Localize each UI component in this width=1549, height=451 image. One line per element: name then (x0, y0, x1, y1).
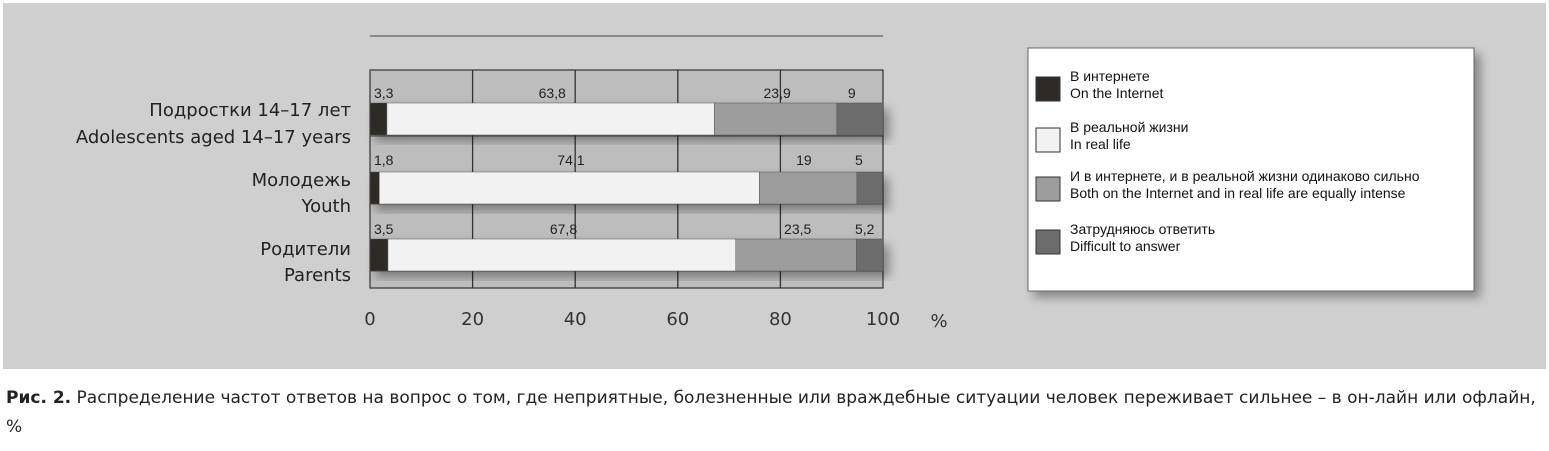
bar-value-label: 23,5 (784, 221, 811, 237)
bar-segment (386, 102, 715, 136)
bar-value-label: 3,5 (374, 221, 394, 237)
legend-box (1027, 47, 1475, 292)
x-tick-label: 80 (769, 309, 792, 330)
x-tick-label: 100 (866, 309, 900, 330)
value-labels-group: 3,3 63,8 23,9 9 1,8 74,1 19 5 3,5 67,8 23,5 5,2 (374, 85, 875, 237)
bar-value-label: 74,1 (557, 152, 584, 168)
bar-row-0 (369, 102, 884, 136)
category-label: Родители (260, 239, 351, 260)
x-axis-ticks-group: 0 20 40 60 80 100% (364, 309, 947, 332)
x-tick-label: 40 (564, 309, 587, 330)
legend-label-en: Both on the Internet and in real life ar… (1070, 185, 1406, 201)
figure-caption: Рис. 2. Распределение частот ответов на … (6, 384, 1536, 442)
bar-segment (369, 102, 388, 136)
legend-label-en: In real life (1070, 136, 1131, 152)
bar-row-1 (369, 171, 883, 205)
bar-segment (735, 238, 857, 272)
legend-swatch (1035, 229, 1061, 255)
bar-segment (836, 102, 884, 136)
bar-value-label: 23,9 (764, 85, 791, 101)
bar-segment (856, 171, 883, 205)
x-tick-label: 20 (461, 309, 484, 330)
bar-value-label: 5,2 (855, 221, 875, 237)
bar-segment (369, 238, 389, 272)
bars-group (369, 102, 884, 272)
x-tick-label: 0 (364, 309, 375, 330)
category-labels-group: Подростки 14–17 лет Adolescents aged 14–1… (76, 100, 351, 286)
legend-label-en: Difficult to answer (1070, 238, 1181, 254)
legend-swatch (1035, 127, 1061, 153)
bar-value-label: 1,8 (374, 152, 394, 168)
bar-value-label: 9 (848, 85, 856, 101)
bar-segment (387, 238, 737, 272)
bar-row-2 (369, 238, 884, 272)
bar-segment (856, 238, 884, 272)
category-label: Parents (284, 265, 351, 286)
category-label: Молодежь (252, 170, 351, 191)
category-label: Adolescents aged 14–17 years (76, 127, 351, 148)
bar-segment (369, 171, 380, 205)
legend-label-en: On the Internet (1070, 85, 1164, 101)
stacked-bar-chart: 3,3 63,8 23,9 9 1,8 74,1 19 5 3,5 67,8 23,5 5,2 Под… (76, 35, 1475, 332)
chart-panel: 3,3 63,8 23,9 9 1,8 74,1 19 5 3,5 67,8 23,5 5,2 Под… (3, 3, 1546, 369)
legend-swatch (1035, 76, 1061, 102)
bar-segment (759, 171, 858, 205)
legend-item: И в интернете, и в реальной жизни одинак… (1035, 168, 1420, 202)
legend-label-ru: Затрудняюсь ответить (1070, 221, 1215, 237)
bar-value-label: 63,8 (539, 85, 566, 101)
bar-value-label: 5 (855, 152, 863, 168)
bar-segment (378, 171, 760, 205)
bar-value-label: 3,3 (374, 85, 394, 101)
bar-value-label: 19 (796, 152, 812, 168)
category-label: Youth (301, 196, 352, 217)
category-label: Подростки 14–17 лет (149, 100, 351, 121)
caption-label: Рис. 2. (6, 388, 72, 408)
legend-label-ru: В интернете (1070, 68, 1150, 84)
legend-label-ru: И в интернете, и в реальной жизни одинак… (1070, 168, 1420, 184)
legend-label-ru: В реальной жизни (1070, 119, 1188, 135)
bar-value-label: 67,8 (550, 221, 577, 237)
caption-text: Распределение частот ответов на вопрос о… (6, 388, 1536, 437)
bar-segment (713, 102, 838, 136)
legend-swatch (1035, 176, 1061, 202)
x-tick-label: 60 (666, 309, 689, 330)
x-axis-unit: % (930, 311, 947, 332)
